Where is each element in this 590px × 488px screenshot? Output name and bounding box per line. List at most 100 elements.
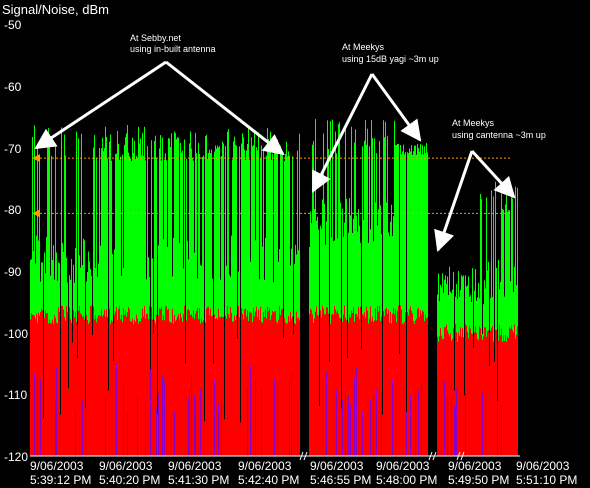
noise-bar: [92, 334, 93, 456]
noise-bar: [118, 309, 119, 456]
signal-bar: [427, 152, 428, 456]
x-tick-date: 9/06/2003: [238, 459, 292, 473]
noise-bar: [198, 319, 199, 456]
signal-bar: [206, 134, 207, 456]
noise-bar: [328, 313, 329, 456]
noise-bar: [398, 306, 399, 456]
y-tick-label: -70: [4, 142, 22, 156]
signal-bar: [144, 126, 145, 456]
noise-bar: [208, 306, 209, 456]
signal-bar: [404, 154, 405, 456]
noise-bar: [276, 321, 277, 456]
noise-bar: [228, 314, 229, 456]
signal-bar: [175, 133, 176, 456]
noise-bar: [90, 306, 91, 456]
signal-bar: [400, 145, 401, 457]
noise-bar: [31, 313, 32, 456]
noise-bar: [285, 322, 286, 456]
signal-bar: [192, 158, 193, 456]
noise-bar: [450, 333, 451, 456]
noise-bar: [99, 315, 100, 456]
noise-bar: [219, 317, 220, 456]
noise-bar: [463, 337, 464, 456]
noise-bar: [442, 338, 443, 456]
noise-bar: [88, 323, 89, 456]
signal-bar: [354, 142, 355, 456]
noise-bar: [172, 308, 173, 456]
noise-bar: [332, 313, 333, 456]
noise-bar: [194, 318, 195, 456]
signal-bar: [396, 144, 397, 456]
x-tick-time: 5:46:55 PM: [310, 473, 371, 487]
noise-bar: [296, 311, 297, 456]
overlap-bar: [350, 404, 351, 456]
signal-bar: [131, 161, 132, 456]
noise-bar: [58, 307, 59, 456]
noise-bar: [492, 326, 493, 456]
noise-bar: [365, 317, 366, 456]
noise-bar: [49, 319, 50, 456]
noise-bar: [178, 314, 179, 456]
noise-bar: [363, 315, 364, 456]
signal-bar: [216, 148, 217, 457]
signal-bar: [355, 129, 356, 456]
signal-bar: [503, 209, 504, 456]
noise-bar: [115, 311, 116, 456]
signal-bar: [493, 196, 494, 456]
signal-bar: [323, 133, 324, 456]
noise-bar: [288, 316, 289, 456]
overlap-bar: [116, 363, 117, 456]
noise-bar: [474, 332, 475, 456]
axis-break: [428, 451, 437, 461]
signal-bar: [104, 147, 105, 456]
signal-bar: [139, 143, 140, 456]
noise-bar: [475, 326, 476, 456]
y-tick-label: -60: [4, 80, 22, 94]
noise-bar: [33, 314, 34, 456]
noise-bar: [310, 308, 311, 456]
overlap-bar: [82, 400, 83, 456]
noise-bar: [136, 314, 137, 456]
signal-bar: [182, 150, 183, 456]
noise-bar: [135, 321, 136, 456]
noise-bar: [282, 308, 283, 456]
noise-bar: [267, 306, 268, 456]
noise-bar: [277, 323, 278, 456]
signal-bar: [426, 143, 427, 456]
noise-bar: [490, 330, 491, 456]
signal-bar: [367, 128, 368, 456]
signal-bar: [160, 135, 161, 456]
noise-bar: [479, 325, 480, 456]
signal-bar: [383, 120, 384, 456]
signal-bar: [366, 144, 367, 456]
noise-bar: [309, 313, 310, 456]
signal-bar: [137, 158, 138, 456]
reference-lines: [32, 154, 510, 218]
noise-bar: [280, 315, 281, 456]
signal-bar: [138, 126, 139, 457]
y-tick-label: -100: [4, 327, 28, 341]
signal-bar: [32, 136, 33, 456]
noise-bar: [469, 325, 470, 456]
overlap-bar: [455, 407, 456, 456]
noise-bar: [67, 311, 68, 456]
signal-bar: [210, 153, 211, 456]
noise-bar: [104, 309, 105, 456]
arrow-icon: [470, 149, 516, 199]
y-tick-label: -80: [4, 203, 22, 217]
signal-bar: [129, 156, 130, 457]
noise-bar: [74, 317, 75, 456]
signal-bar: [245, 159, 246, 457]
noise-bar: [39, 315, 40, 456]
signal-bar: [420, 144, 421, 456]
signal-bar: [512, 198, 513, 456]
noise-bar: [241, 307, 242, 456]
x-tick-date: 9/06/2003: [376, 459, 430, 473]
signal-bar: [339, 122, 340, 456]
noise-bar: [358, 307, 359, 456]
noise-bar: [114, 314, 115, 456]
noise-bar: [212, 315, 213, 456]
signal-bar: [330, 121, 331, 456]
noise-bar: [411, 310, 412, 456]
